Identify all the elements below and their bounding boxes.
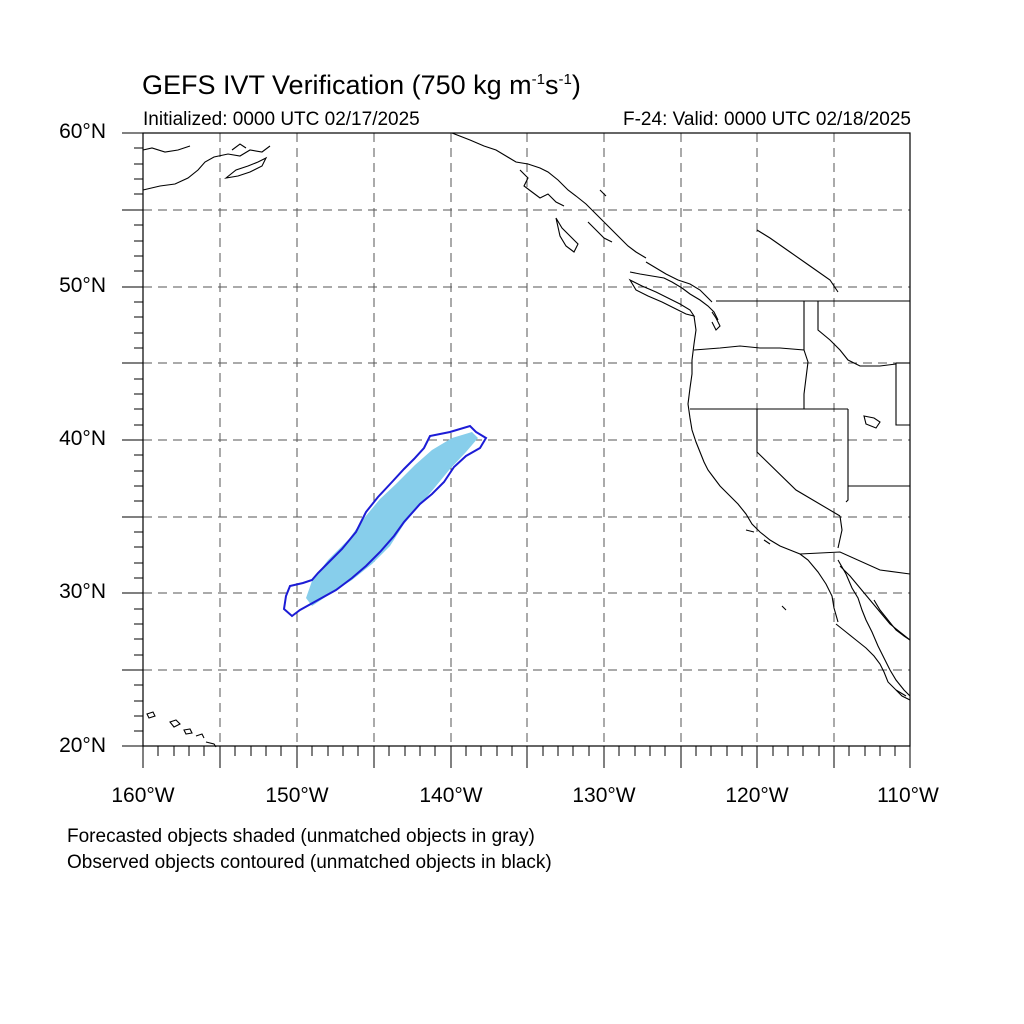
- lon-label-120w: 120°W: [725, 784, 789, 807]
- hawaii-islands: [146, 711, 217, 748]
- lat-label-50n: 50°N: [59, 274, 106, 297]
- valid-time: F-24: Valid: 0000 UTC 02/18/2025: [623, 109, 911, 130]
- initialized-time: Initialized: 0000 UTC 02/17/2025: [143, 109, 420, 130]
- lon-label-110w: 110°W: [877, 784, 939, 807]
- lat-label-20n: 20°N: [59, 734, 106, 757]
- lon-label-130w: 130°W: [572, 784, 636, 807]
- footnote-forecast: Forecasted objects shaded (unmatched obj…: [67, 826, 535, 847]
- graticule: [143, 133, 910, 746]
- figure-title: GEFS IVT Verification (750 kg m-1s-1): [142, 70, 581, 100]
- lat-label-40n: 40°N: [59, 427, 106, 450]
- forecast-object-shaded: [306, 432, 478, 606]
- lat-label-60n: 60°N: [59, 120, 106, 143]
- lon-label-150w: 150°W: [265, 784, 329, 807]
- lat-label-30n: 30°N: [59, 580, 106, 603]
- footnote-observed: Observed objects contoured (unmatched ob…: [67, 852, 552, 873]
- lon-label-160w: 160°W: [111, 784, 175, 807]
- axis-ticks: [122, 132, 911, 768]
- observed-object-contour: [282, 424, 488, 618]
- coastlines-and-borders: [142, 132, 911, 701]
- lon-label-140w: 140°W: [419, 784, 483, 807]
